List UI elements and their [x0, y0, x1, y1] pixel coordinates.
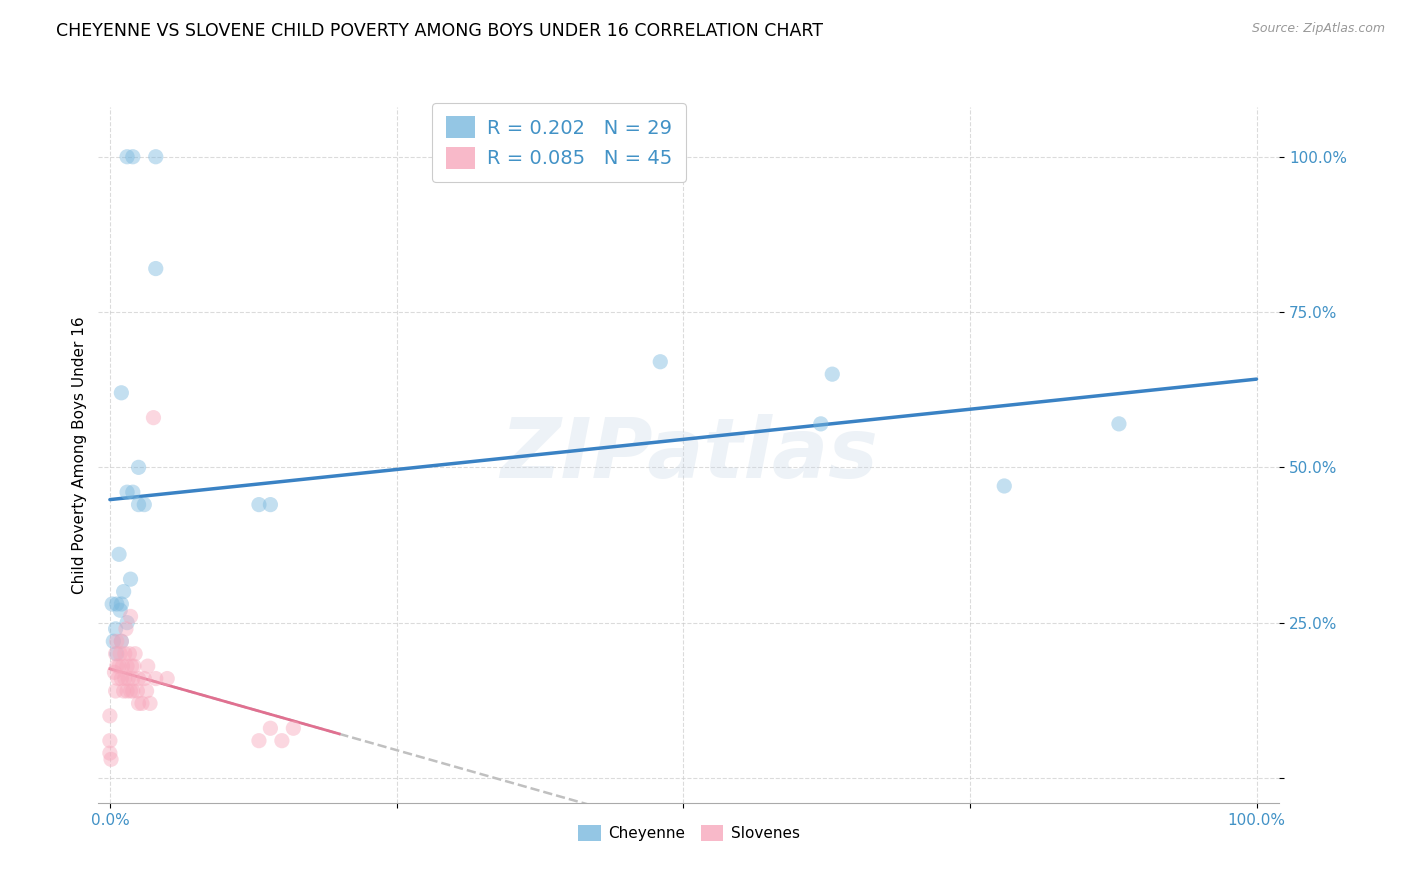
Point: [108, 603, 131, 617]
Point: [259, 721, 281, 735]
Point: [115, 150, 138, 164]
Point: [127, 684, 149, 698]
Point: [121, 150, 143, 164]
Point: [98, 708, 121, 723]
Point: [156, 672, 179, 686]
Point: [115, 485, 138, 500]
Point: [115, 659, 138, 673]
Point: [112, 684, 135, 698]
Point: [121, 684, 143, 698]
Point: [115, 684, 138, 698]
Point: [104, 684, 127, 698]
Point: [110, 597, 132, 611]
Point: [121, 659, 143, 673]
Point: [121, 485, 143, 500]
Point: [107, 672, 129, 686]
Point: [103, 665, 125, 680]
Point: [105, 634, 128, 648]
Point: [114, 647, 136, 661]
Point: [128, 697, 150, 711]
Point: [100, 752, 122, 766]
Point: [122, 659, 145, 673]
Text: ZIPatlas: ZIPatlas: [501, 415, 877, 495]
Point: [98, 746, 121, 760]
Point: [104, 647, 127, 661]
Point: [247, 733, 270, 747]
Point: [101, 597, 124, 611]
Point: [121, 672, 143, 686]
Point: [110, 634, 132, 648]
Point: [821, 367, 844, 381]
Point: [115, 615, 138, 630]
Point: [131, 697, 153, 711]
Point: [105, 659, 128, 673]
Point: [124, 647, 146, 661]
Point: [1108, 417, 1130, 431]
Point: [112, 584, 135, 599]
Point: [270, 733, 292, 747]
Text: Source: ZipAtlas.com: Source: ZipAtlas.com: [1251, 22, 1385, 36]
Point: [993, 479, 1015, 493]
Point: [108, 547, 131, 561]
Point: [110, 672, 132, 686]
Point: [117, 672, 139, 686]
Point: [118, 647, 141, 661]
Point: [145, 150, 167, 164]
Point: [120, 609, 142, 624]
Point: [134, 498, 156, 512]
Point: [128, 460, 150, 475]
Point: [283, 721, 305, 735]
Point: [650, 355, 672, 369]
Point: [114, 672, 136, 686]
Point: [110, 634, 132, 648]
Point: [115, 622, 138, 636]
Point: [810, 417, 832, 431]
Point: [139, 697, 162, 711]
Point: [128, 672, 150, 686]
Point: [136, 659, 159, 673]
Point: [145, 672, 167, 686]
Y-axis label: Child Poverty Among Boys Under 16: Child Poverty Among Boys Under 16: [72, 316, 87, 594]
Point: [120, 572, 142, 586]
Text: CHEYENNE VS SLOVENE CHILD POVERTY AMONG BOYS UNDER 16 CORRELATION CHART: CHEYENNE VS SLOVENE CHILD POVERTY AMONG …: [56, 22, 824, 40]
Point: [145, 261, 167, 276]
Point: [103, 634, 125, 648]
Point: [108, 659, 131, 673]
Point: [104, 622, 127, 636]
Point: [134, 672, 156, 686]
Point: [135, 684, 157, 698]
Point: [247, 498, 270, 512]
Point: [105, 647, 128, 661]
Point: [111, 659, 134, 673]
Legend: Cheyenne, Slovenes: Cheyenne, Slovenes: [572, 819, 806, 847]
Point: [142, 410, 165, 425]
Point: [259, 498, 281, 512]
Point: [108, 647, 131, 661]
Point: [98, 733, 121, 747]
Point: [120, 684, 142, 698]
Point: [105, 597, 128, 611]
Point: [128, 498, 150, 512]
Point: [110, 385, 132, 400]
